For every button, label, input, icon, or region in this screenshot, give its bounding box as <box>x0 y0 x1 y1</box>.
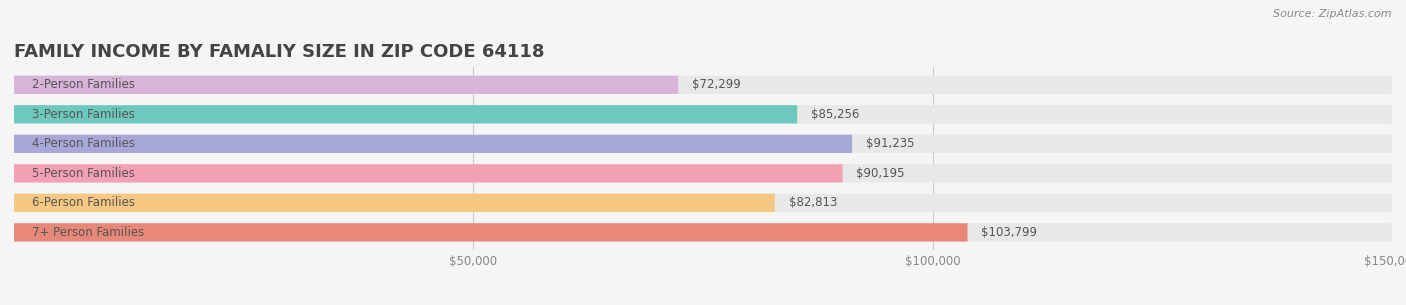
FancyBboxPatch shape <box>14 223 967 242</box>
Text: Source: ZipAtlas.com: Source: ZipAtlas.com <box>1274 9 1392 19</box>
Text: 4-Person Families: 4-Person Families <box>32 137 135 150</box>
Text: 3-Person Families: 3-Person Families <box>32 108 135 121</box>
Text: FAMILY INCOME BY FAMALIY SIZE IN ZIP CODE 64118: FAMILY INCOME BY FAMALIY SIZE IN ZIP COD… <box>14 43 544 61</box>
Text: 6-Person Families: 6-Person Families <box>32 196 135 209</box>
Text: 7+ Person Families: 7+ Person Families <box>32 226 145 239</box>
Text: $90,195: $90,195 <box>856 167 905 180</box>
FancyBboxPatch shape <box>14 223 1392 242</box>
Text: $103,799: $103,799 <box>981 226 1038 239</box>
Text: 2-Person Families: 2-Person Families <box>32 78 135 91</box>
Text: 5-Person Families: 5-Person Families <box>32 167 135 180</box>
FancyBboxPatch shape <box>14 105 797 124</box>
FancyBboxPatch shape <box>14 164 842 182</box>
FancyBboxPatch shape <box>14 105 1392 124</box>
Text: $72,299: $72,299 <box>692 78 741 91</box>
FancyBboxPatch shape <box>14 135 1392 153</box>
FancyBboxPatch shape <box>14 76 1392 94</box>
FancyBboxPatch shape <box>14 76 678 94</box>
Text: $91,235: $91,235 <box>866 137 914 150</box>
FancyBboxPatch shape <box>14 194 775 212</box>
Text: $85,256: $85,256 <box>811 108 859 121</box>
FancyBboxPatch shape <box>14 135 852 153</box>
Text: $82,813: $82,813 <box>789 196 837 209</box>
FancyBboxPatch shape <box>14 164 1392 182</box>
FancyBboxPatch shape <box>14 194 1392 212</box>
